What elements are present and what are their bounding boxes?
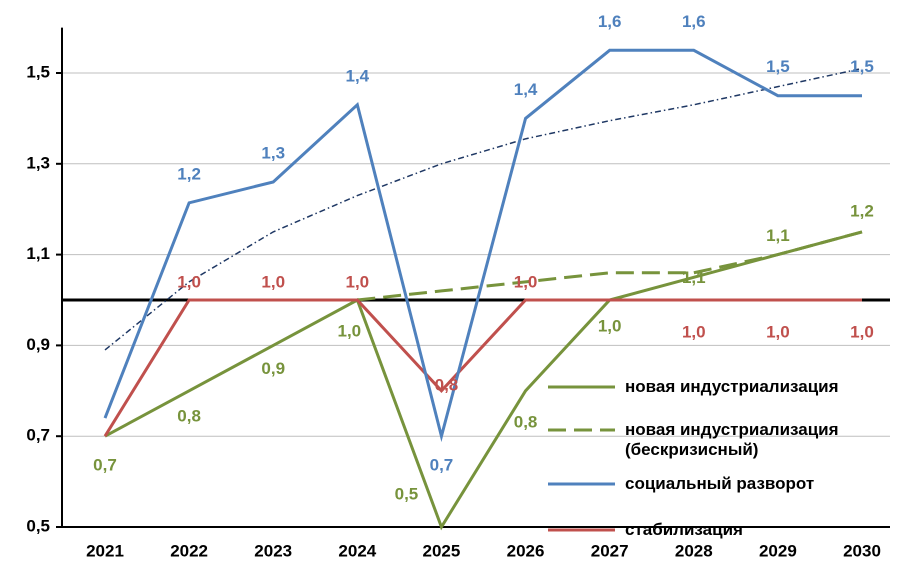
data-label: 1,2 [850, 201, 874, 220]
x-tick-label: 2024 [338, 541, 376, 560]
y-tick-label: 0,5 [26, 516, 50, 535]
series-line [103, 298, 862, 437]
series-line [104, 67, 863, 351]
x-tick-label: 2027 [591, 541, 629, 560]
x-tick-label: 2028 [675, 541, 713, 560]
data-label: 1,0 [766, 322, 790, 341]
legend-label: новая индустриализация [625, 377, 839, 396]
legend-label: стабилизация [625, 520, 743, 539]
data-label: 1,0 [850, 322, 874, 341]
y-tick-label: 0,7 [26, 426, 50, 445]
x-tick-label: 2022 [170, 541, 208, 560]
data-label: 0,7 [430, 456, 454, 475]
y-tick-label: 1,3 [26, 153, 50, 172]
data-label: 1,5 [766, 57, 790, 76]
x-tick-label: 2023 [254, 541, 292, 560]
data-label: 0,5 [395, 484, 419, 503]
x-tick-label: 2025 [423, 541, 461, 560]
y-tick-label: 0,9 [26, 335, 50, 354]
x-tick-label: 2030 [843, 541, 881, 560]
data-label: 0,7 [93, 456, 117, 475]
x-tick-label: 2026 [507, 541, 545, 560]
data-label: 1,0 [682, 322, 706, 341]
data-label: 1,4 [346, 66, 370, 85]
y-tick-label: 1,1 [26, 244, 50, 263]
data-label: 1,5 [850, 57, 874, 76]
data-label: 1,1 [682, 268, 706, 287]
data-label: 0,9 [261, 359, 285, 378]
data-label: 1,0 [177, 272, 201, 291]
data-label: 1,3 [261, 143, 285, 162]
data-label: 0,8 [514, 412, 538, 431]
x-tick-label: 2021 [86, 541, 124, 560]
y-tick-label: 1,5 [26, 62, 50, 81]
series-line [104, 230, 863, 531]
data-label: 1,0 [261, 272, 285, 291]
data-label: 0,8 [177, 406, 201, 425]
legend-label: новая индустриализация (бескризисный) [625, 420, 839, 459]
data-label: 1,0 [346, 272, 370, 291]
data-label: 1,4 [514, 80, 538, 99]
legend-label: социальный разворот [625, 474, 815, 493]
data-label: 0,8 [435, 375, 459, 394]
data-label: 1,2 [177, 164, 201, 183]
data-label: 1,0 [598, 316, 622, 335]
data-label: 1,0 [514, 272, 538, 291]
data-label: 1,1 [766, 226, 790, 245]
data-label: 1,0 [338, 321, 362, 340]
data-label: 1,6 [598, 12, 622, 31]
data-label: 1,6 [682, 12, 706, 31]
x-tick-label: 2029 [759, 541, 797, 560]
series-line [103, 48, 862, 443]
